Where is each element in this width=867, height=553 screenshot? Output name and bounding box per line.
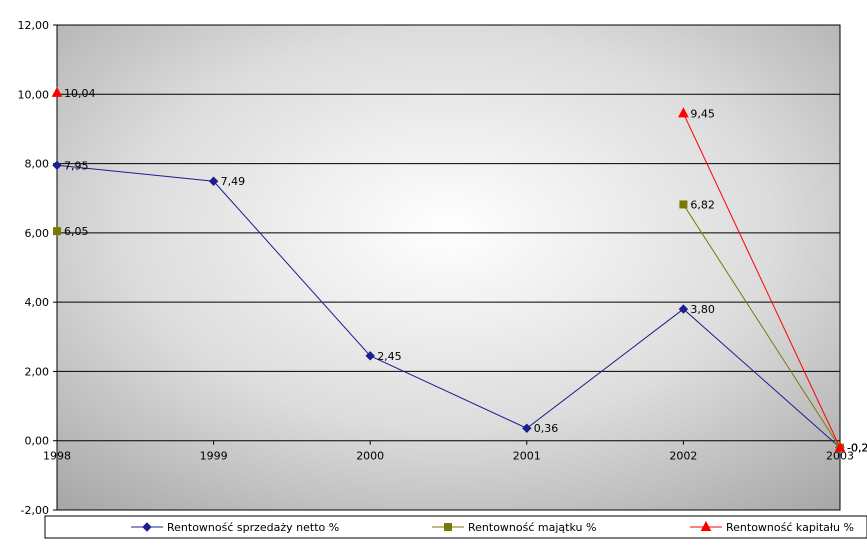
data-point-square [444, 523, 452, 531]
data-label: 7,49 [221, 175, 246, 188]
series-line-3 [682, 113, 841, 448]
x-tick-label: 2002 [669, 450, 697, 463]
y-tick-label: 0,00 [25, 435, 50, 448]
legend-label: Rentowność majątku % [468, 521, 596, 534]
data-point-triangle [51, 86, 63, 97]
data-label: 6,05 [64, 225, 89, 238]
data-label: 7,95 [64, 159, 89, 172]
data-label: 6,82 [690, 198, 715, 211]
data-point-triangle [700, 520, 712, 531]
x-tick-label: 2001 [513, 450, 541, 463]
y-tick-label: -2,00 [21, 504, 49, 517]
data-label: -0,2 [847, 442, 867, 455]
data-labels: 7,957,492,450,363,80-0,26,056,82-0,210,0… [64, 87, 867, 455]
y-tick-label: 4,00 [25, 296, 50, 309]
data-point-square [679, 200, 688, 209]
data-point-diamond [365, 351, 375, 361]
data-point-triangle [678, 107, 689, 118]
series-line-2 [682, 204, 841, 448]
x-tick-label: 1999 [200, 450, 228, 463]
data-point-square [53, 227, 61, 236]
data-point-triangle [834, 441, 846, 452]
legend-label: Rentowność kapitału % [726, 521, 854, 534]
data-point-diamond [522, 423, 532, 433]
legend: Rentowność sprzedaży netto % Rentowność m… [44, 515, 867, 539]
grid [57, 93, 840, 442]
data-point-diamond [678, 304, 689, 314]
series-line-1 [56, 164, 841, 449]
data-label: 2,45 [377, 350, 402, 363]
data-point-diamond [52, 160, 62, 171]
plot-area [56, 24, 841, 511]
x-tick-label: 2003 [826, 450, 854, 463]
y-tick-label: 10,00 [18, 88, 50, 101]
y-tick-label: 12,00 [18, 19, 50, 32]
x-tick-label: 1998 [43, 450, 71, 463]
data-label: -0,2 [847, 442, 867, 455]
data-point-diamond [142, 522, 152, 532]
data-label: -0,2 [847, 442, 867, 455]
data-label: 9,45 [690, 107, 715, 120]
legend-label: Rentowność sprzedaży netto % [167, 521, 339, 534]
y-tick-label: 6,00 [25, 227, 50, 240]
x-tick-label: 2000 [356, 450, 384, 463]
y-tick-label: 2,00 [25, 365, 50, 378]
data-point-diamond [208, 176, 219, 186]
data-label: 10,04 [64, 87, 96, 100]
y-tick-label: 8,00 [25, 158, 50, 171]
axes: -2,00 0,00 2,00 4,00 6,00 8,00 10,00 12,00 1998 1… [18, 19, 855, 517]
data-label: 0,36 [534, 422, 559, 435]
data-label: 3,80 [690, 303, 715, 316]
series [51, 86, 846, 453]
